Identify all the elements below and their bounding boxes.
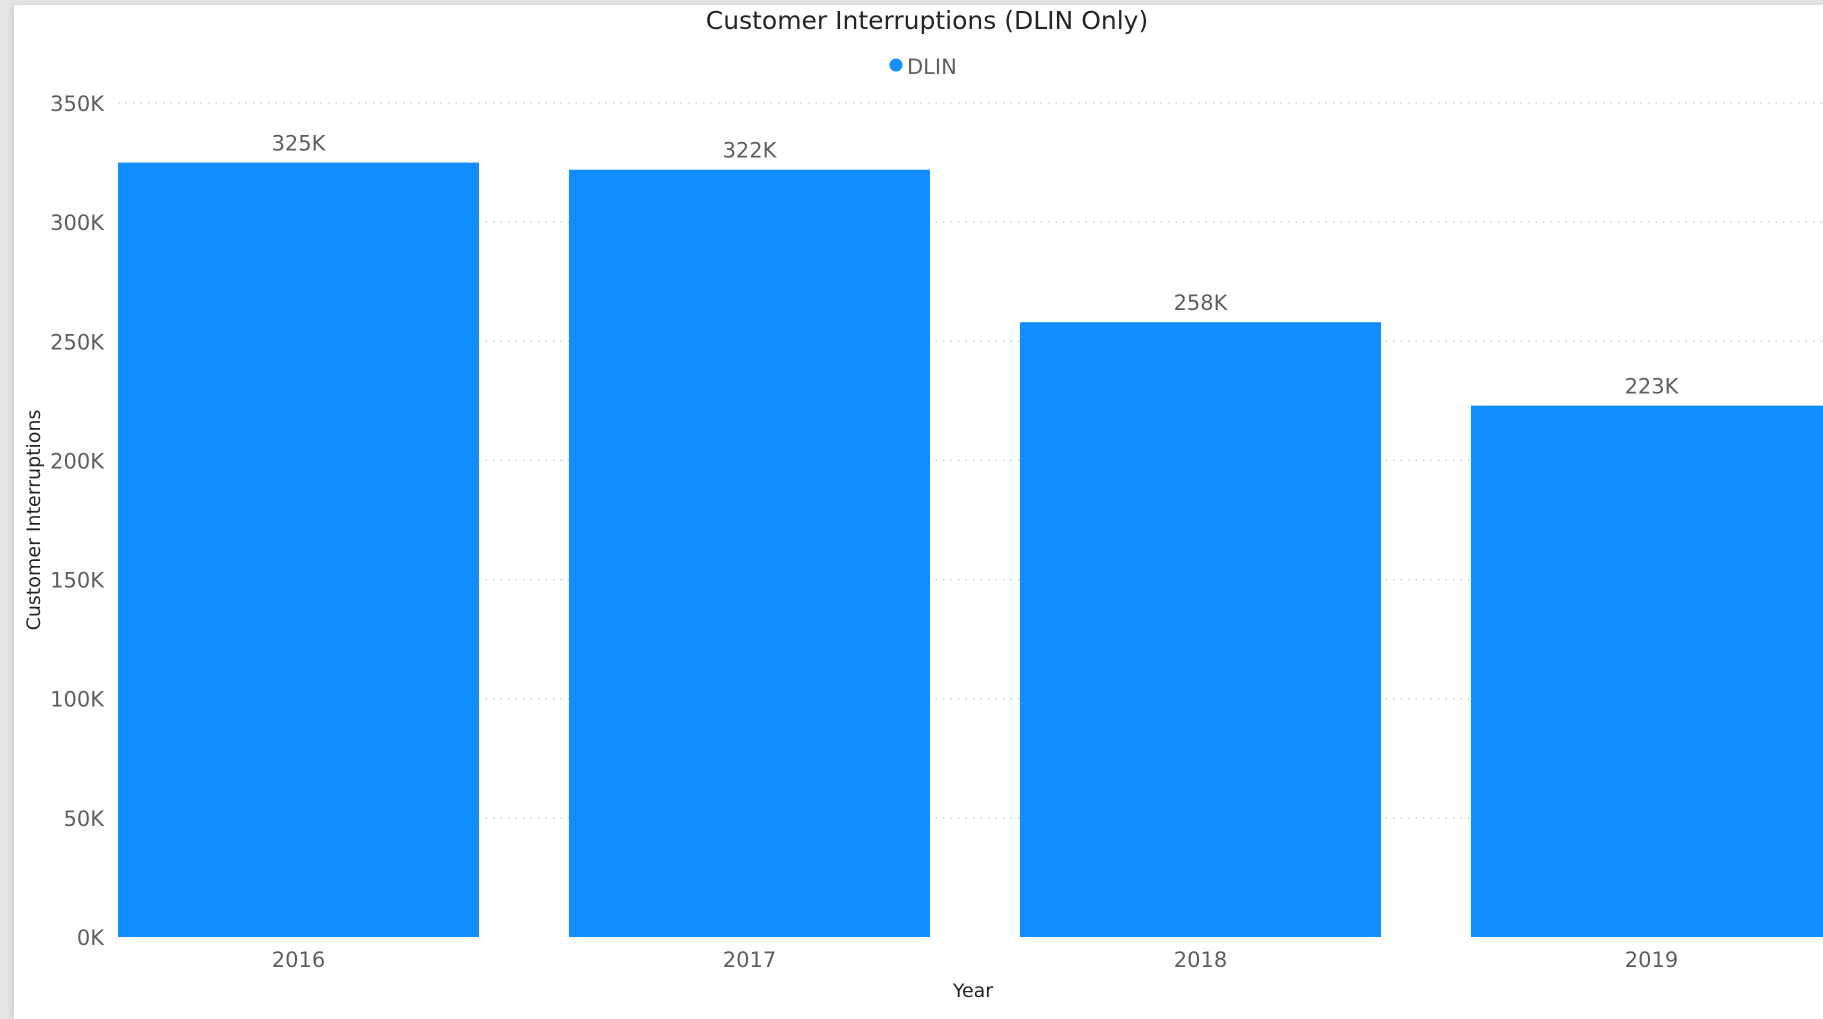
y-tick-label: 50K [64,807,106,831]
legend-label-dlin: DLIN [907,55,957,79]
y-tick-label: 350K [50,92,105,116]
data-label-2018: 258K [1174,291,1229,315]
y-tick-label: 150K [50,569,105,593]
bar-2018[interactable] [1020,322,1381,937]
y-tick-label: 200K [50,449,105,473]
y-tick-label: 250K [50,330,105,354]
y-axis-title: Customer Interruptions [23,410,45,631]
data-label-2019: 223K [1625,375,1680,399]
legend[interactable]: DLIN [889,55,957,79]
bar-2017[interactable] [569,169,930,938]
y-tick-label: 0K [77,926,105,950]
bars [118,162,1823,938]
x-axis-title: Year [952,980,993,1002]
bar-2016[interactable] [118,162,479,938]
chart-title: Customer Interruptions (DLIN Only) [706,6,1148,35]
y-tick-label: 100K [50,688,105,712]
legend-marker-dlin [889,58,903,72]
x-tick-label-2016: 2016 [272,948,325,972]
x-tick-label-2017: 2017 [723,948,776,972]
x-axis-ticks: 2016 2017 2018 2019 [272,948,1678,972]
bar-2019[interactable] [1471,405,1823,937]
y-axis-ticks: 0K 50K 100K 150K 200K 250K 300K 350K [50,92,105,950]
data-label-2017: 322K [723,139,778,163]
data-labels: 325K 322K 258K 223K [272,132,1680,399]
data-label-2016: 325K [272,132,327,156]
x-tick-label-2019: 2019 [1625,948,1678,972]
x-tick-label-2018: 2018 [1174,948,1227,972]
y-tick-label: 300K [50,211,105,235]
